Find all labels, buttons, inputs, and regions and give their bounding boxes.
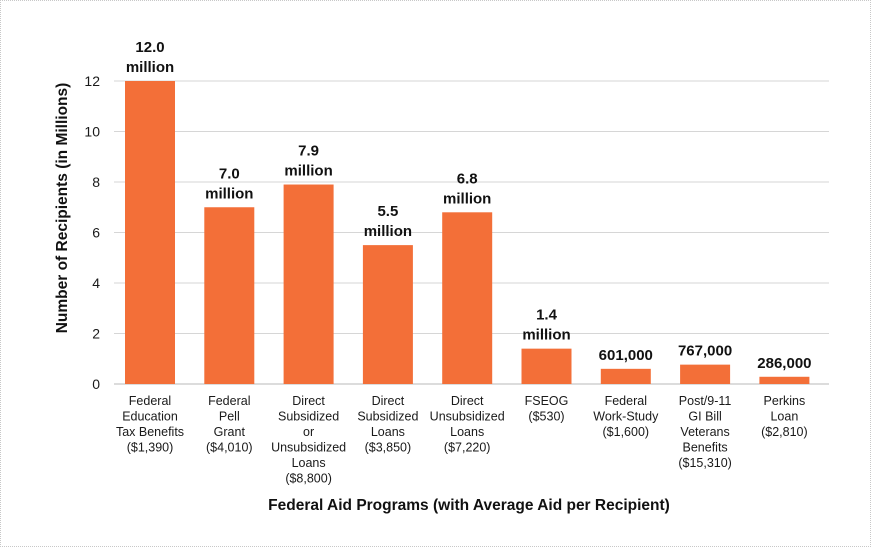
data-label: 12.0 million: [126, 39, 174, 76]
y-tick-label: 12: [84, 73, 100, 89]
data-label: 7.0 million: [205, 165, 253, 202]
bars: [125, 81, 810, 384]
x-category-label: Perkins Loan ($2,810): [761, 394, 808, 439]
y-axis-ticks: 0 2 4 6 8 10 12: [84, 73, 100, 392]
data-label: 1.4 million: [522, 307, 570, 344]
x-axis-title: Federal Aid Programs (with Average Aid p…: [268, 497, 670, 514]
y-tick-label: 10: [84, 124, 100, 140]
bar: [125, 81, 175, 384]
bar: [759, 376, 810, 384]
x-axis-categories: Federal Education Tax Benefits ($1,390) Fede…: [116, 394, 808, 486]
x-category-label: Federal Work-Study ($1,600): [593, 394, 659, 439]
bar: [204, 207, 255, 384]
bar: [442, 212, 493, 384]
y-tick-label: 2: [92, 326, 100, 342]
data-label: 7.9 million: [284, 143, 332, 180]
bar: [521, 348, 572, 384]
bar: [600, 368, 651, 384]
x-category-label: Federal Pell Grant ($4,010): [206, 394, 253, 455]
data-label: 286,000: [757, 355, 811, 372]
y-tick-label: 0: [92, 376, 100, 392]
data-label: 601,000: [599, 347, 653, 364]
x-category-label: Direct Subsidized Loans ($3,850): [357, 394, 418, 455]
data-label: 767,000: [678, 343, 732, 360]
y-tick-label: 6: [92, 225, 100, 241]
bar: [362, 245, 413, 384]
data-label: 6.8 million: [443, 170, 491, 207]
data-labels: 12.0 million 7.0 million 7.9 million 5.5 millio…: [126, 39, 812, 372]
y-tick-label: 4: [92, 275, 100, 291]
x-category-label: Direct Subsidized or Unsubsidized Loans ($8,8…: [271, 394, 346, 486]
bar: [283, 184, 334, 384]
data-label: 5.5 million: [364, 203, 412, 240]
x-category-label: Federal Education Tax Benefits ($1,390): [116, 394, 184, 455]
y-tick-label: 8: [92, 174, 100, 190]
x-category-label: Direct Unsubsidized Loans ($7,220): [430, 394, 505, 455]
x-category-label: FSEOG ($530): [525, 394, 569, 424]
x-category-label: Post/9-11 GI Bill Veterans Benefits ($15,310…: [678, 394, 732, 470]
bar: [680, 364, 731, 384]
y-axis-title: Number of Recipients (in Millions): [54, 83, 71, 334]
